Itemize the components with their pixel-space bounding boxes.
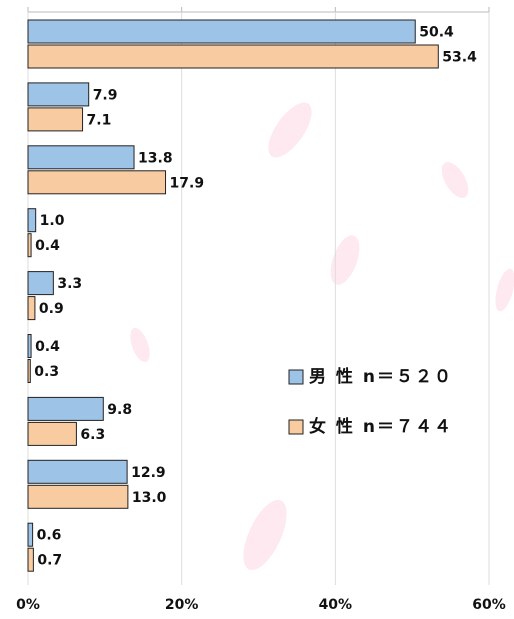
bar [28, 171, 166, 194]
bar [28, 45, 438, 68]
bar [28, 523, 33, 546]
bar [28, 335, 31, 358]
bar [28, 397, 103, 420]
bar [28, 83, 89, 106]
x-tick-label: 20% [165, 597, 199, 613]
value-label: 50.4 [419, 25, 454, 41]
bar [28, 360, 30, 383]
bar [28, 460, 127, 483]
bar [28, 20, 415, 43]
value-label: 6.3 [80, 427, 105, 443]
value-label: 1.0 [40, 213, 65, 229]
x-tick-label: 40% [319, 597, 353, 613]
value-label: 0.7 [37, 553, 62, 569]
value-label: 3.3 [57, 276, 82, 292]
value-label: 13.8 [138, 150, 173, 166]
value-label: 7.1 [87, 112, 112, 128]
bar [28, 548, 33, 571]
value-label: 12.9 [131, 465, 166, 481]
value-label: 13.0 [132, 490, 167, 506]
value-label: 7.9 [93, 87, 118, 103]
value-label: 0.4 [35, 238, 60, 254]
chart: 0% 20% 40% 60% 50.4 7.9 13.8 1.0 3.3 0.4 9.8 12.9 0.… [0, 0, 514, 619]
x-tick-label: 0% [16, 597, 40, 613]
legend-label: 男 性 n＝５２０ [309, 366, 453, 387]
bar [28, 422, 76, 445]
bar [28, 234, 31, 257]
x-tick-label: 60% [472, 597, 506, 613]
legend: 男 性 n＝５２０ 女 性 n＝７４４ [289, 366, 453, 437]
value-label: 0.3 [34, 364, 59, 380]
bar [28, 108, 83, 131]
value-label: 0.6 [37, 528, 62, 544]
value-label: 17.9 [170, 175, 205, 191]
value-label: 9.8 [107, 402, 132, 418]
value-label: 0.9 [39, 301, 64, 317]
bar [28, 272, 53, 295]
legend-swatch [289, 420, 303, 434]
petals [126, 96, 514, 576]
bar [28, 209, 36, 232]
legend-swatch [289, 370, 303, 384]
bar [28, 485, 128, 508]
value-label: 0.4 [35, 339, 60, 355]
value-label: 53.4 [442, 50, 477, 66]
bar [28, 146, 134, 169]
legend-label: 女 性 n＝７４４ [309, 416, 453, 437]
bar [28, 297, 35, 320]
